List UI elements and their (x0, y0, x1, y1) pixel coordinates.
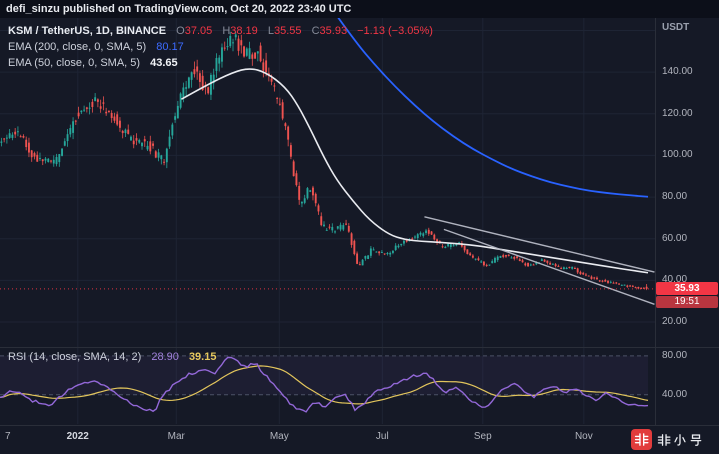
publish-text: defi_sinzu published on TradingView.com,… (6, 3, 352, 15)
rsi-ma-line (0, 365, 649, 405)
time-tick-label: May (269, 431, 289, 442)
rsi-tick-label: 80.00 (662, 349, 688, 361)
grid-lines (0, 18, 655, 424)
rsi-series (0, 356, 649, 413)
watermark-wordmark: 非小号 (657, 433, 703, 447)
price-axis[interactable]: USDT 35.93 19:51 140.00 120.00 100.00 80.00… (655, 18, 719, 425)
ohlc-close-value: 35.93 (319, 25, 348, 37)
time-tick-label: Mar (167, 431, 185, 442)
last-price-badge: 35.93 (656, 282, 718, 296)
publish-bar: defi_sinzu published on TradingView.com,… (0, 0, 719, 18)
time-tick-label: Sep (473, 431, 492, 442)
rsi-legend-row[interactable]: RSI (14, close, SMA, 14, 2) 28.90 39.15 (8, 351, 216, 363)
overlay-lines (181, 18, 655, 305)
bar-countdown-badge: 19:51 (656, 295, 718, 308)
ohlc-low-label: L (267, 25, 274, 37)
trendline-1[interactable] (443, 228, 655, 305)
ema200-row[interactable]: EMA (200, close, 0, SMA, 5) 80.17 (8, 39, 433, 55)
price-tick-label: 80.00 (662, 191, 688, 203)
price-tick-label: 20.00 (662, 316, 688, 327)
chart-legend: KSM / TetherUS, 1D, BINANCE O37.05 H38.1… (8, 23, 433, 71)
glyph-fei-icon (657, 433, 671, 446)
price-tick-label: 60.00 (662, 232, 688, 244)
time-tick-label: Jul (375, 431, 389, 442)
currency-label: USDT (662, 22, 690, 33)
rsi-label: RSI (14, close, SMA, 14, 2) (8, 351, 142, 363)
price-tick-label: 120.00 (662, 107, 693, 119)
ema50-label: EMA (50, close, 0, SMA, 5) (8, 57, 141, 69)
ema200-label: EMA (200, close, 0, SMA, 5) (8, 41, 147, 53)
ohlc-close-label: C (311, 25, 320, 37)
rsi-value: 28.90 (151, 351, 179, 363)
price-tick-label: 140.00 (662, 66, 693, 78)
ema50-value: 43.65 (150, 57, 178, 69)
ema200-value: 80.17 (156, 41, 184, 53)
symbol-row[interactable]: KSM / TetherUS, 1D, BINANCE O37.05 H38.1… (8, 23, 433, 39)
ohlc-open-label: O (176, 25, 185, 37)
trendline-0[interactable] (424, 216, 655, 273)
ema50-row[interactable]: EMA (50, close, 0, SMA, 5) 43.65 (8, 55, 433, 71)
ema200-line (337, 18, 649, 198)
glyph-xiao-icon (674, 433, 686, 446)
change-value: −1.13 (−3.05%) (357, 25, 433, 37)
price-tick-label: 40.00 (662, 274, 688, 286)
ohlc-high-label: H (222, 25, 231, 37)
time-tick-label: 2022 (66, 431, 89, 442)
watermark-logo-icon: 非 (631, 429, 652, 450)
rsi-tick-label: 40.00 (662, 388, 688, 400)
watermark-link[interactable]: 非 非小号 (631, 429, 703, 450)
ema50-line (181, 68, 649, 274)
time-tick-label: 7 (4, 431, 11, 442)
ohlc-low-value: 35.55 (273, 25, 302, 37)
time-tick-label: Nov (574, 431, 593, 442)
ohlc-high-value: 38.19 (230, 25, 258, 37)
price-tick-label: 100.00 (662, 149, 693, 161)
candlestick-series (0, 31, 648, 291)
rsi-ma-value: 39.15 (188, 351, 217, 363)
glyph-hao-icon (690, 433, 702, 446)
ohlc-open-value: 37.05 (184, 25, 213, 37)
symbol-title[interactable]: KSM / TetherUS, 1D, BINANCE (8, 25, 167, 37)
rsi-line (0, 356, 649, 413)
time-axis[interactable]: 7 2022 Mar May Jul Sep Nov (0, 425, 719, 454)
